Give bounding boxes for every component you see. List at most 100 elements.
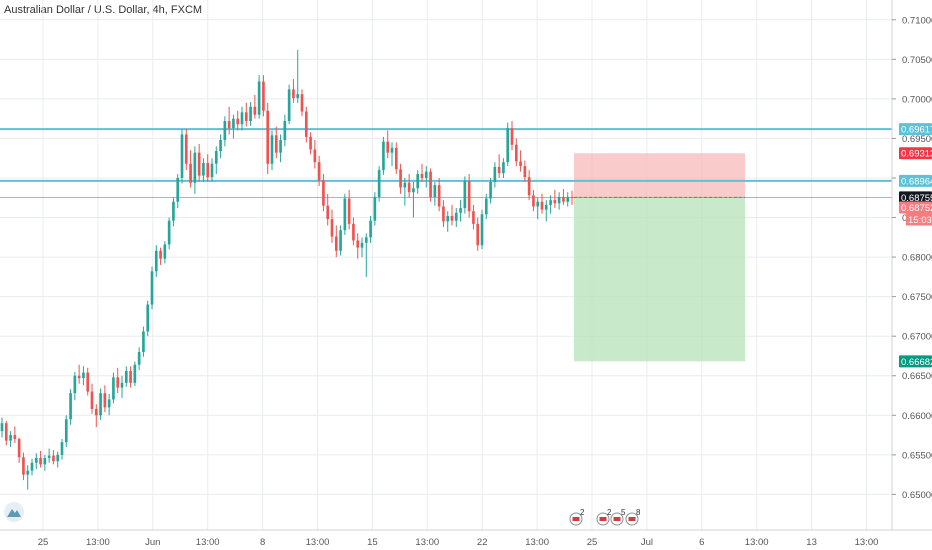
candle-body bbox=[17, 439, 21, 458]
candle-body bbox=[373, 196, 377, 221]
candle-body bbox=[480, 214, 484, 246]
candle-body bbox=[493, 166, 497, 182]
candle-body bbox=[159, 250, 162, 259]
candle-body bbox=[189, 163, 192, 183]
candle-body bbox=[532, 195, 535, 207]
candle-body bbox=[270, 135, 274, 164]
candle-body bbox=[540, 201, 544, 210]
candle-body bbox=[146, 304, 150, 332]
candle-body bbox=[527, 177, 531, 196]
candle-body bbox=[476, 223, 480, 246]
candle-body bbox=[394, 147, 398, 170]
countdown-tag bbox=[906, 213, 932, 226]
candle-body bbox=[356, 240, 360, 248]
candle-body bbox=[317, 162, 321, 181]
candle-body bbox=[184, 134, 188, 164]
level-tag-lower bbox=[899, 174, 932, 187]
candle-body bbox=[407, 182, 411, 193]
x-tick-label: 25 bbox=[38, 537, 49, 548]
candle-body bbox=[334, 236, 338, 251]
candle-body bbox=[489, 181, 492, 199]
entry-tag bbox=[899, 191, 932, 204]
candle-body bbox=[570, 196, 574, 198]
candle-body bbox=[150, 271, 154, 305]
candle-body bbox=[339, 230, 342, 251]
take-profit-tag-label: 0.66682 bbox=[901, 357, 932, 368]
candle-body bbox=[343, 198, 347, 231]
candle-body bbox=[214, 151, 218, 164]
candle-body bbox=[459, 208, 462, 213]
event-count-label: 2 bbox=[580, 508, 585, 517]
level-tag-upper-label: 0.69617 bbox=[901, 125, 932, 136]
candle-body bbox=[506, 128, 510, 163]
candle-body bbox=[497, 166, 501, 174]
x-tick-label: 6 bbox=[699, 537, 704, 548]
candle-body bbox=[322, 180, 325, 206]
candle-body bbox=[73, 375, 77, 394]
candle-body bbox=[566, 196, 570, 202]
candle-body bbox=[300, 94, 304, 112]
candle-body bbox=[129, 371, 132, 383]
logo-mountain-icon bbox=[7, 509, 21, 517]
candle-body bbox=[124, 371, 128, 383]
candle-body bbox=[369, 220, 372, 238]
x-tick-label: 13 bbox=[806, 537, 817, 548]
candle-body bbox=[39, 458, 42, 465]
stop-loss-zone[interactable] bbox=[574, 153, 745, 198]
candle-body bbox=[133, 364, 137, 383]
x-tick-label: 13:00 bbox=[745, 537, 769, 548]
candle-body bbox=[112, 377, 115, 400]
time-axis[interactable]: 25 13:00 Jun 13:00 8 13:00 15 13:00 22 13:00 25 Jul… bbox=[0, 529, 932, 548]
candle-body bbox=[304, 111, 308, 137]
candle-body bbox=[13, 435, 17, 440]
candle-body bbox=[99, 393, 102, 416]
candle-body bbox=[172, 201, 175, 221]
tradingview-logo-icon[interactable] bbox=[4, 502, 24, 522]
position-zones[interactable] bbox=[574, 153, 745, 362]
candle-body bbox=[557, 196, 561, 204]
candle-body bbox=[274, 135, 278, 153]
horizontal-lines[interactable] bbox=[0, 128, 892, 198]
x-tick-label: 13:00 bbox=[415, 537, 439, 548]
x-tick-label: 13:00 bbox=[86, 537, 110, 548]
candle-body bbox=[424, 171, 428, 178]
candle-body bbox=[30, 462, 34, 471]
x-tick-label: 25 bbox=[587, 537, 598, 548]
candle-body bbox=[279, 140, 282, 153]
candle-body bbox=[463, 181, 467, 209]
candle-body bbox=[467, 181, 471, 212]
candle-body bbox=[34, 458, 38, 463]
candle-body bbox=[137, 352, 141, 365]
x-tick-label: 13:00 bbox=[525, 537, 549, 548]
candle-body bbox=[22, 457, 25, 475]
candle-body bbox=[544, 204, 548, 210]
x-tick-label: 22 bbox=[477, 537, 488, 548]
candle-body bbox=[309, 136, 312, 150]
candle-body bbox=[523, 166, 527, 178]
candle-body bbox=[180, 134, 184, 178]
candle-body bbox=[377, 170, 381, 197]
take-profit-zone[interactable] bbox=[574, 197, 745, 362]
price-axis[interactable]: 0.710000.705000.700000.695000.690000.685… bbox=[891, 0, 932, 530]
candle-body bbox=[446, 215, 450, 222]
candle-body bbox=[52, 455, 55, 462]
candle-body bbox=[142, 331, 145, 353]
candle-body bbox=[193, 152, 197, 183]
candle-body bbox=[176, 177, 180, 202]
candle-body bbox=[330, 219, 334, 237]
level-tag-lower-label: 0.68964 bbox=[901, 176, 932, 187]
candle-body bbox=[210, 163, 214, 178]
stop-loss-tag-label: 0.69313 bbox=[901, 149, 932, 160]
candle-body bbox=[536, 201, 540, 207]
candle-body bbox=[167, 220, 171, 245]
level-tag-upper bbox=[899, 123, 932, 136]
candle-body bbox=[403, 182, 407, 188]
